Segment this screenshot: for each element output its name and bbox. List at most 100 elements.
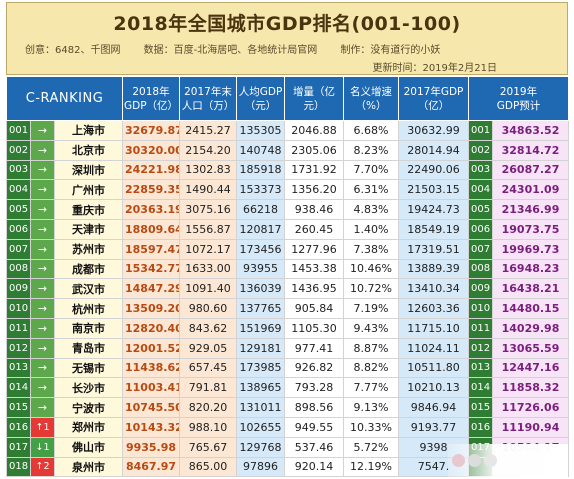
rank-change-cell: ↑1	[30, 416, 55, 438]
table-row: 010 → 杭州市 13509.20 980.60 137765 905.84 7.19% 12…	[6, 298, 569, 319]
rank-2019-cell: 016	[468, 416, 493, 438]
prediction-2019-cell: 12447.16	[492, 357, 569, 379]
gdp-2018-cell: 22859.35	[122, 179, 180, 201]
population-cell: 1302.83	[179, 159, 237, 181]
rank-2019-cell: 011	[468, 317, 493, 339]
prediction-header-line2: GDP预计	[496, 99, 541, 112]
prediction-2019-cell: 11190.94	[492, 416, 569, 438]
growth-rate-cell: 8.23%	[343, 139, 399, 161]
rank-2019-cell: 006	[468, 218, 493, 240]
gdp-2018-cell: 10745.50	[122, 397, 180, 418]
gdp-2017-cell: 13889.39	[398, 258, 469, 280]
ranking-body: 001 → 上海市 32679.87 2415.27 135305 2046.88 6.68%…	[6, 120, 569, 478]
prediction-2019-cell: 24301.09	[492, 179, 569, 201]
gdp-ranking-table: C-RANKING 2018年 GDP（亿） 2017年末 人口（万） 人均GDP （…	[6, 76, 569, 478]
gdp-2018-cell: 12820.40	[122, 317, 180, 339]
increment-cell: 920.14	[284, 456, 344, 478]
gdp-2017-cell: 30632.99	[398, 120, 469, 141]
increment-cell: 1105.30	[284, 317, 344, 339]
prediction-2019-cell: 11726.06	[492, 397, 569, 418]
prediction-2019-cell: 13065.59	[492, 337, 569, 359]
rank-2019-cell: 008	[468, 258, 493, 280]
growth-rate-cell: 12.19%	[343, 456, 399, 478]
growth-rate-cell: 8.82%	[343, 357, 399, 379]
gdp-2018-cell: 32679.87	[122, 120, 180, 141]
prediction-2019-cell: 14029.98	[492, 317, 569, 339]
rank-cell: 003	[6, 159, 31, 181]
growth-rate-cell: 7.70%	[343, 159, 399, 181]
population-cell: 2154.20	[179, 139, 237, 161]
city-name-cell: 上海市	[54, 120, 123, 141]
per-capita-header: 人均GDP （元）	[236, 76, 285, 121]
per-capita-cell: 131011	[236, 397, 285, 418]
population-cell: 980.60	[179, 298, 237, 319]
gdp-2018-cell: 30320.00	[122, 139, 180, 161]
city-name-cell: 长沙市	[54, 377, 123, 399]
gdp-2018-cell: 14847.29	[122, 278, 180, 300]
rank-change-cell: →	[30, 278, 55, 300]
per-capita-cell: 66218	[236, 199, 285, 220]
population-cell: 791.81	[179, 377, 237, 399]
gdp-2018-cell: 24221.98	[122, 159, 180, 181]
rank-cell: 017	[6, 436, 31, 458]
gdp-2018-cell: 15342.77	[122, 258, 180, 280]
growth-rate-cell: 6.68%	[343, 120, 399, 141]
rank-cell: 014	[6, 377, 31, 399]
population-cell: 2415.27	[179, 120, 237, 141]
table-row: 009 → 武汉市 14847.29 1091.40 136039 1436.95 10.72…	[6, 278, 569, 300]
increment-cell: 2305.06	[284, 139, 344, 161]
rank-2019-cell: 015	[468, 397, 493, 418]
city-name-cell: 泉州市	[54, 456, 123, 478]
rank-change-cell: →	[30, 357, 55, 379]
city-name-cell: 杭州市	[54, 298, 123, 319]
population-cell: 1091.40	[179, 278, 237, 300]
prediction-2019-header: 2019年 GDP预计	[468, 76, 569, 121]
rank-2019-cell: 005	[468, 199, 493, 220]
gdp-2018-cell: 12001.52	[122, 337, 180, 359]
gdp-2017-header-line1: 2017年GDP	[403, 85, 464, 98]
growth-rate-header-line1: 名义增速	[350, 85, 392, 98]
rank-change-cell: →	[30, 179, 55, 201]
gdp-2018-cell: 18597.47	[122, 238, 180, 260]
per-capita-cell: 93955	[236, 258, 285, 280]
gdp-2018-cell: 9935.98	[122, 436, 180, 458]
table-row: 002 → 北京市 30320.00 2154.20 140748 2305.06 8.23%…	[6, 139, 569, 161]
rank-2019-cell: 013	[468, 357, 493, 379]
update-time: 更新时间：2019年2月21日	[372, 63, 497, 74]
increment-cell: 977.41	[284, 337, 344, 359]
prediction-2019-cell: 26087.27	[492, 159, 569, 181]
increment-cell: 1436.95	[284, 278, 344, 300]
gdp-2018-cell: 20363.19	[122, 199, 180, 220]
increment-cell: 260.45	[284, 218, 344, 240]
table-row: 012 → 青岛市 12001.52 929.05 129181 977.41 8.87% 11…	[6, 337, 569, 359]
rank-change-cell: →	[30, 258, 55, 280]
population-cell: 1633.00	[179, 258, 237, 280]
prediction-2019-cell: 16438.21	[492, 278, 569, 300]
rank-2019-cell: 002	[468, 139, 493, 161]
gdp-2017-cell: 22490.06	[398, 159, 469, 181]
increment-cell: 949.55	[284, 416, 344, 438]
per-capita-cell: 185918	[236, 159, 285, 181]
city-name-cell: 武汉市	[54, 278, 123, 300]
credits-line: 创意：6482、千图网 数据：百度-北海居吧、各地统计局官网 制作：没有道行的小…	[25, 41, 565, 56]
rank-change-cell: →	[30, 159, 55, 181]
rank-cell: 004	[6, 179, 31, 201]
per-capita-cell: 97896	[236, 456, 285, 478]
population-cell: 657.45	[179, 357, 237, 379]
increment-cell: 1731.92	[284, 159, 344, 181]
growth-rate-header-line2: （%）	[355, 99, 387, 112]
increment-cell: 2046.88	[284, 120, 344, 141]
city-name-cell: 重庆市	[54, 199, 123, 220]
gdp-2017-cell: 12603.36	[398, 298, 469, 319]
gdp-2017-header-line2: （亿）	[417, 99, 450, 112]
gdp-2018-cell: 11003.41	[122, 377, 180, 399]
table-row: 005 → 重庆市 20363.19 3075.16 66218 938.46 4.83% 19…	[6, 199, 569, 220]
per-capita-cell: 135305	[236, 120, 285, 141]
header-row: C-RANKING 2018年 GDP（亿） 2017年末 人口（万） 人均GDP （…	[6, 76, 569, 121]
watermark-dot	[484, 454, 497, 467]
increment-cell: 1356.20	[284, 179, 344, 201]
population-header-line1: 2017年末	[184, 85, 232, 98]
rank-change-cell: →	[30, 337, 55, 359]
table-row: 008 → 成都市 15342.77 1633.00 93955 1453.38 10.46%…	[6, 258, 569, 280]
page-title: 2018年全国城市GDP排名(001-100)	[113, 13, 461, 35]
